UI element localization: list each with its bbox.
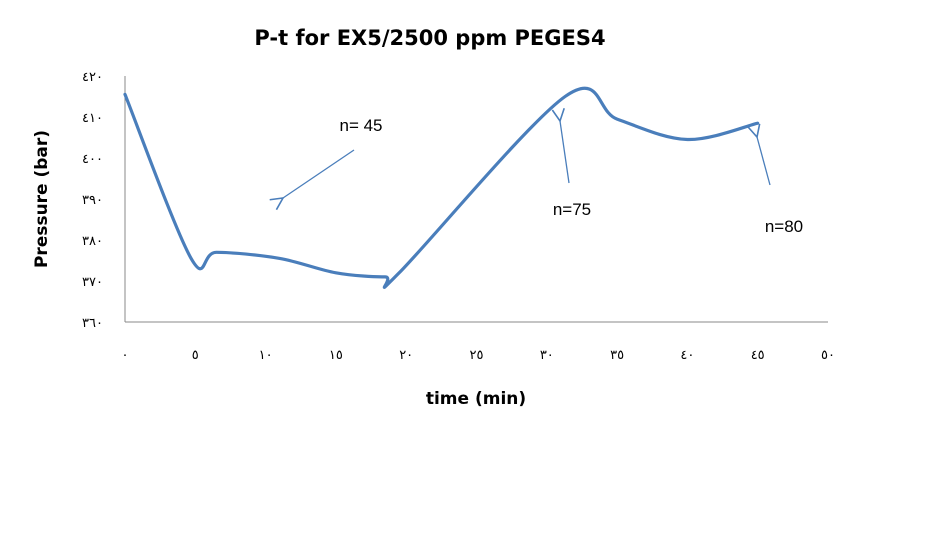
x-tick-label: ٥٠ <box>821 348 835 363</box>
y-tick-label: ٣٩٠ <box>82 193 103 208</box>
x-tick-label: ٣٥ <box>610 348 624 363</box>
annotations: n= 45 n=75 n=80 <box>283 116 803 236</box>
annotation-arrow <box>560 121 570 184</box>
series-line <box>123 86 760 289</box>
x-tick-label: ٠ <box>122 348 129 363</box>
y-tick-label: ٤٠٠ <box>82 152 103 167</box>
annotation-arrow <box>283 149 355 198</box>
y-axis-label: Pressure (bar) <box>32 130 52 268</box>
x-tick-label: ١٠ <box>259 348 273 363</box>
x-tick-label: ٢٥ <box>470 348 484 363</box>
y-tick-label: ٣٨٠ <box>82 234 103 249</box>
axes <box>124 76 828 323</box>
y-tick-label: ٣٧٠ <box>82 275 103 290</box>
x-tick-labels: ٠ ٥ ١٠ ١٥ ٢٠ ٢٥ ٣٠ ٣٥ ٤٠ ٤٥ ٥٠ <box>122 348 835 363</box>
x-axis-label: time (min) <box>426 389 526 409</box>
x-tick-label: ٤٥ <box>751 348 765 363</box>
x-tick-label: ٥ <box>192 348 199 363</box>
annotation-label: n= 45 <box>339 116 382 135</box>
y-tick-label: ٤١٠ <box>82 111 103 126</box>
x-tick-label: ٤٠ <box>680 348 694 363</box>
y-tick-label: ٤٢٠ <box>82 70 103 85</box>
chart-title: P-t for EX5/2500 ppm PEGES4 <box>254 26 605 50</box>
x-tick-label: ١٥ <box>329 348 343 363</box>
y-tick-label: ٣٦٠ <box>82 316 103 331</box>
annotation-label: n=75 <box>553 200 591 219</box>
series-layer <box>123 86 760 289</box>
annotation-label: n=80 <box>765 217 803 236</box>
x-tick-label: ٢٠ <box>399 348 413 363</box>
y-tick-labels: ٣٦٠ ٣٧٠ ٣٨٠ ٣٩٠ ٤٠٠ ٤١٠ ٤٢٠ <box>82 70 103 331</box>
annotation-arrow <box>757 137 771 186</box>
x-tick-label: ٣٠ <box>540 348 554 363</box>
